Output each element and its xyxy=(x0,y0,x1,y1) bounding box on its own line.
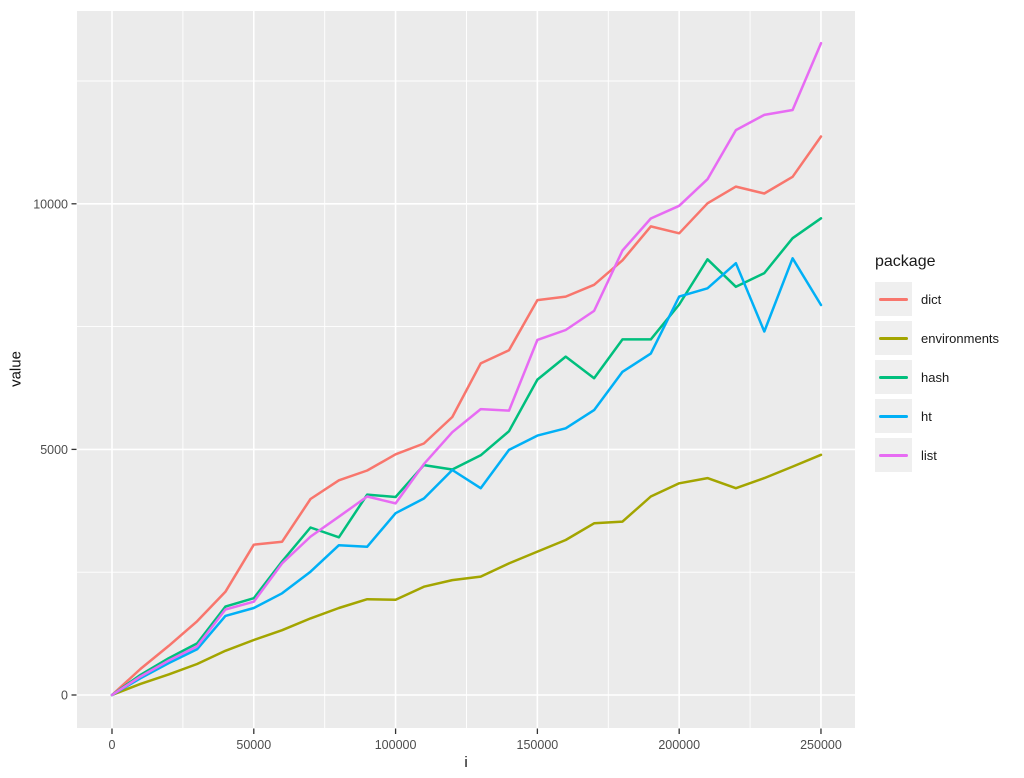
series-line-hash xyxy=(110,217,823,697)
legend-item-dict: dict xyxy=(875,282,999,316)
legend-key-line-icon xyxy=(879,336,908,340)
legend-key-swatch xyxy=(875,360,912,394)
x-tick-label: 150000 xyxy=(517,738,559,752)
legend-label: list xyxy=(921,447,937,463)
legend: package dict environments hash ht list xyxy=(875,253,999,477)
y-axis-title: value xyxy=(7,351,25,387)
legend-items: dict environments hash ht list xyxy=(875,282,999,472)
legend-label: dict xyxy=(921,291,942,307)
legend-key-swatch xyxy=(875,321,912,355)
legend-label: environments xyxy=(921,330,1000,346)
series-line-dict xyxy=(110,135,823,697)
legend-key-swatch xyxy=(875,438,912,472)
x-axis-title: i xyxy=(464,754,468,771)
plot-panel xyxy=(77,11,855,728)
legend-key-swatch xyxy=(875,282,912,316)
legend-label: hash xyxy=(921,369,950,385)
legend-key-line-icon xyxy=(879,414,908,418)
y-tick-label: 5000 xyxy=(40,443,68,457)
legend-label: ht xyxy=(921,408,932,424)
legend-key-line-icon xyxy=(879,375,908,379)
legend-title: package xyxy=(875,253,936,270)
legend-key-swatch xyxy=(875,399,912,433)
legend-item-hash: hash xyxy=(875,360,999,394)
y-tick-label: 0 xyxy=(61,688,68,702)
legend-key-line-icon xyxy=(879,453,908,457)
series-line-ht xyxy=(110,257,823,697)
x-tick-label: 0 xyxy=(109,738,116,752)
x-tick-label: 200000 xyxy=(658,738,700,752)
series-line-list xyxy=(110,41,823,697)
legend-item-environments: environments xyxy=(875,321,999,355)
legend-item-ht: ht xyxy=(875,399,999,433)
legend-item-list: list xyxy=(875,438,999,472)
x-tick-label: 50000 xyxy=(236,738,271,752)
y-tick-label: 10000 xyxy=(33,197,68,211)
x-tick-label: 250000 xyxy=(800,738,842,752)
x-tick-label: 100000 xyxy=(375,738,417,752)
series-line-environments xyxy=(110,453,823,697)
legend-key-line-icon xyxy=(879,297,908,301)
